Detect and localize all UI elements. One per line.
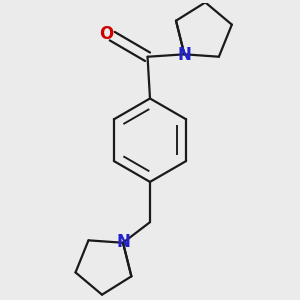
Text: O: O xyxy=(99,25,113,43)
Text: N: N xyxy=(177,46,191,64)
Text: N: N xyxy=(116,233,130,251)
